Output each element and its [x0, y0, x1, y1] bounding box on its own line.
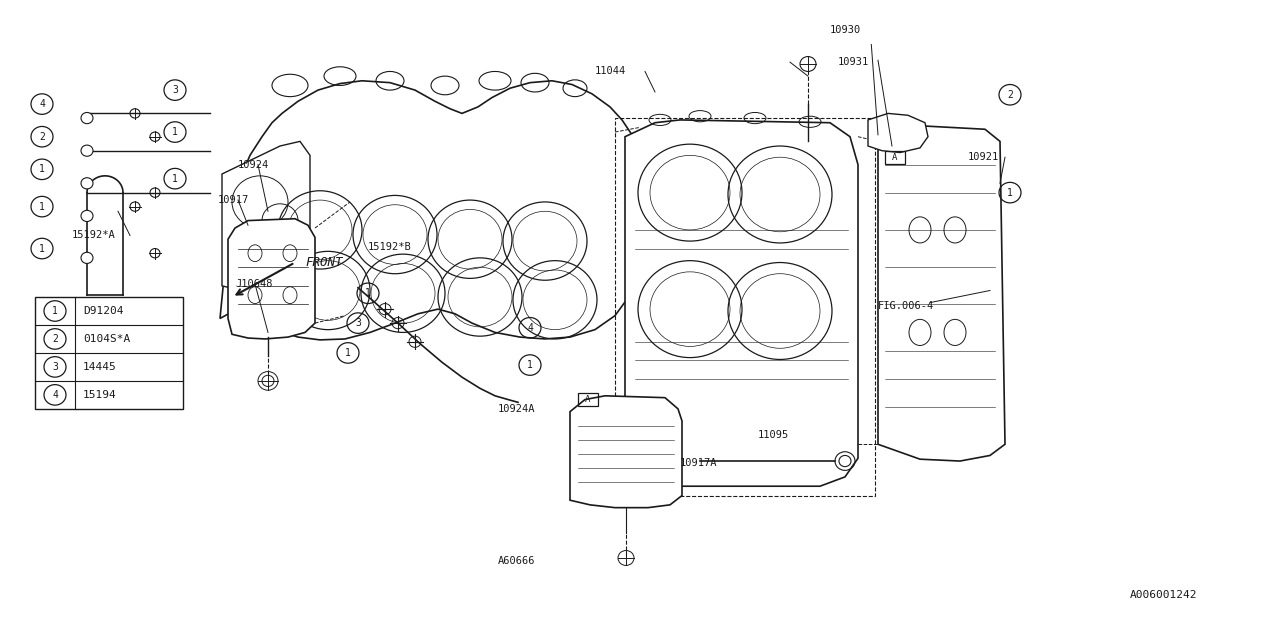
Circle shape	[81, 178, 93, 189]
Text: 10924: 10924	[238, 159, 269, 170]
Text: 10921: 10921	[968, 152, 1000, 162]
Text: 1: 1	[172, 127, 178, 137]
Polygon shape	[625, 120, 858, 486]
Bar	[614, 118, 876, 495]
Text: 1: 1	[346, 348, 351, 358]
Text: 1: 1	[52, 306, 58, 316]
Polygon shape	[220, 81, 645, 340]
Text: 10924A: 10924A	[498, 404, 535, 414]
Text: 4: 4	[52, 390, 58, 400]
Text: 2: 2	[40, 132, 45, 141]
Circle shape	[81, 211, 93, 221]
Text: A60666: A60666	[498, 556, 535, 566]
Text: 2: 2	[52, 334, 58, 344]
Text: 3: 3	[172, 85, 178, 95]
Text: 1: 1	[527, 360, 532, 370]
Text: 15194: 15194	[83, 390, 116, 400]
Circle shape	[81, 252, 93, 264]
Bar	[884, 150, 905, 164]
Polygon shape	[570, 396, 682, 508]
Text: 1: 1	[172, 173, 178, 184]
Text: 3: 3	[355, 318, 361, 328]
Text: J10648: J10648	[236, 279, 273, 289]
Text: 11095: 11095	[758, 430, 790, 440]
Text: 11044: 11044	[595, 67, 626, 76]
Text: A006001242: A006001242	[1130, 590, 1198, 600]
Circle shape	[81, 113, 93, 124]
Text: 4: 4	[40, 99, 45, 109]
Text: 10930: 10930	[829, 24, 861, 35]
Text: 14445: 14445	[83, 362, 116, 372]
Text: A: A	[892, 153, 897, 162]
Polygon shape	[221, 141, 310, 295]
Text: 10917A: 10917A	[680, 458, 718, 468]
Text: 1: 1	[40, 164, 45, 174]
Text: 10917: 10917	[218, 195, 250, 205]
Text: 2: 2	[1007, 90, 1012, 100]
Circle shape	[81, 145, 93, 156]
Text: 0104S*A: 0104S*A	[83, 334, 131, 344]
Text: FRONT: FRONT	[305, 256, 343, 269]
Text: 1: 1	[365, 288, 371, 298]
Bar	[579, 393, 598, 406]
Text: 4: 4	[527, 323, 532, 333]
Text: A: A	[585, 395, 590, 404]
Text: J10650: J10650	[748, 0, 786, 2]
Polygon shape	[878, 125, 1005, 461]
Text: FIG.006-4: FIG.006-4	[878, 301, 934, 311]
Text: 1: 1	[40, 244, 45, 253]
Text: 15192*A: 15192*A	[72, 230, 115, 241]
Text: D91204: D91204	[83, 306, 123, 316]
Text: 15192*B: 15192*B	[369, 242, 412, 252]
Bar	[35, 297, 183, 409]
Text: 10931: 10931	[838, 57, 869, 67]
Text: 1: 1	[40, 202, 45, 212]
Polygon shape	[868, 113, 928, 152]
Polygon shape	[228, 219, 315, 339]
Text: 3: 3	[52, 362, 58, 372]
Text: 1: 1	[1007, 188, 1012, 198]
